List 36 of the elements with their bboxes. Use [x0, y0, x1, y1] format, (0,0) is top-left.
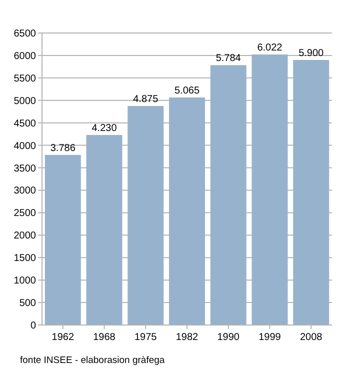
y-tick-label: 2000	[14, 230, 36, 242]
bar	[169, 97, 205, 325]
x-tick-label: 1990	[217, 332, 240, 343]
bar	[128, 106, 164, 325]
y-tick-label: 6500	[14, 28, 36, 40]
data-label: 5.065	[174, 85, 200, 96]
y-tick-label: 6000	[14, 50, 36, 62]
bar	[44, 154, 81, 325]
data-label: 6.022	[257, 42, 283, 54]
y-tick-label: 500	[19, 298, 36, 310]
bar	[293, 60, 330, 325]
data-label: 5.784	[216, 53, 242, 64]
y-tick-label: 0	[30, 320, 36, 332]
bar	[210, 65, 246, 325]
data-label: 4.875	[133, 94, 159, 105]
y-tick-label: 4000	[14, 140, 36, 152]
y-tick-label: 2500	[14, 208, 36, 220]
data-label: 4.230	[92, 122, 118, 134]
y-tick-label: 3500	[14, 163, 36, 174]
y-tick-label: 1500	[14, 253, 36, 264]
y-tick-label: 5500	[14, 73, 36, 84]
y-tick-label: 4500	[14, 118, 36, 130]
y-tick-label: 5000	[14, 96, 36, 107]
y-tick-label: 3000	[14, 186, 36, 197]
x-tick-label: 1999	[258, 332, 282, 343]
bar	[86, 134, 122, 325]
x-tick-label: 2008	[300, 332, 323, 343]
source-note: fonte INSEE - elaborasion gràfega	[20, 355, 166, 366]
data-label: 5.900	[298, 48, 324, 59]
bar	[252, 54, 288, 325]
y-tick-label: 1000	[14, 276, 36, 287]
x-tick-label: 1975	[134, 332, 158, 343]
x-tick-label: 1968	[93, 332, 116, 343]
x-tick-label: 1982	[176, 332, 199, 343]
data-label: 3.786	[50, 142, 76, 154]
x-tick-label: 1962	[52, 332, 74, 343]
